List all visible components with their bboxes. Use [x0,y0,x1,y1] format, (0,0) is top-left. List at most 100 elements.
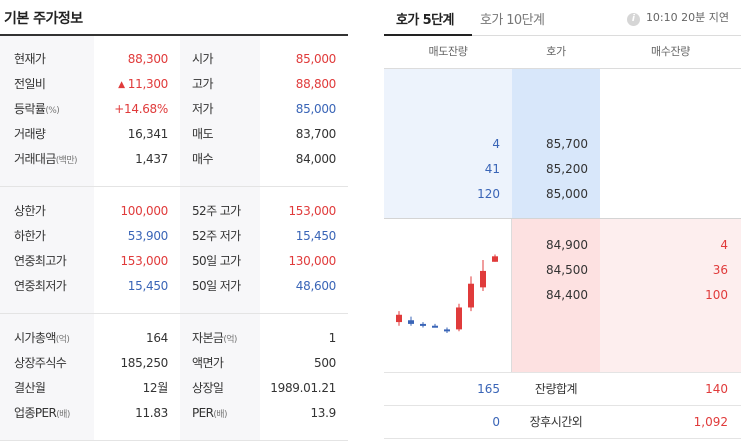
info-label: 상장주식수 [14,351,67,376]
info-row: 연중최저가 15,450 50일 저가 48,600 [0,274,348,299]
info-label: 52주 고가 [192,199,241,224]
header-bid-volume: 매수잔량 [651,45,690,58]
ask-row: 4 85,700 [384,132,741,157]
info-value-text: 16,341 [127,127,169,141]
info-value-text: 185,250 [120,356,168,370]
info-label: 연중최고가 [14,249,67,274]
header-ask-volume: 매도잔량 [428,45,468,58]
price-section [0,36,348,186]
info-row: 거래량 16,341 매도 83,700 [0,122,348,147]
info-row: 업종PER(배) 11.83 PER(배) 13.9 [0,401,348,426]
info-label: 거래량 [14,122,46,147]
info-row: 거래대금(백만) 1,437 매수 84,000 [0,147,348,172]
section-divider [0,440,348,441]
ask-volume: 4 [492,137,500,151]
info-label-unit: (배) [213,410,227,420]
info-label: 50일 저가 [192,274,241,299]
candle-body [408,320,414,324]
info-label-text: 매수 [192,152,213,166]
basic-stock-info-panel: 기본 주가정보 현재가 88,300 시가 85,000 전일비 ▲ 11,300 고가 88,… [0,0,348,448]
range-section [0,187,348,313]
info-label-unit: (%) [45,106,60,116]
info-value-text: 164 [145,331,168,345]
bid-price-area [512,219,600,372]
summary-divider [384,372,741,373]
info-label: 시가 [192,47,213,72]
info-icon[interactable]: i [626,13,640,26]
up-triangle-icon: ▲ [118,80,125,90]
info-label-text: 매도 [192,127,213,141]
info-value-text: 153,000 [120,254,168,268]
info-label-text: 상한가 [14,204,46,218]
company-section [0,314,348,440]
candle-body [432,325,438,328]
title-divider [0,34,348,36]
panel-title: 기본 주가정보 [4,11,83,27]
info-label-text: 액면가 [192,356,224,370]
info-label-text: 거래량 [14,127,46,141]
info-label: 연중최저가 [14,274,67,299]
mid-divider [384,218,741,219]
info-value-text: 88,300 [127,52,169,66]
info-value: 500 [313,356,336,370]
after-hours-label: 장후시간외 [529,415,583,429]
info-row: 연중최고가 153,000 50일 고가 130,000 [0,249,348,274]
info-row: 상장주식수 185,250 액면가 500 [0,351,348,376]
info-label: 전일비 [14,72,46,97]
info-label-text: 상장일 [192,381,224,395]
info-label: 거래대금(백만) [14,147,78,174]
info-label-text: 거래대금 [14,152,56,166]
tab-5-level[interactable]: 호가 5단계 [396,13,454,28]
orderbook-panel: 호가 5단계 호가 10단계 i 10:10 20분 지연 매도잔량 호가 매수잔… [384,0,741,448]
info-value: 153,000 [288,204,336,218]
info-row: 시가총액(억) 164 자본금(억) 1 [0,326,348,351]
info-label-unit: (배) [56,410,70,420]
info-value: 1 [328,331,337,345]
info-value-text: +14.68% [114,102,168,116]
info-value-text: 11.83 [135,406,168,420]
info-label: 시가총액(억) [14,326,70,353]
info-row: 상한가 100,000 52주 고가 153,000 [0,199,348,224]
info-label-text: 연중최고가 [14,254,67,268]
info-label: 현재가 [14,47,46,72]
tab-10-level[interactable]: 호가 10단계 [480,13,545,28]
info-label-text: 하한가 [14,229,46,243]
info-value: 164 [146,326,168,351]
ask-price: 85,200 [546,162,588,176]
total-remaining-row: 165 잔량합계 140 [384,373,741,405]
info-value: 83,700 [295,127,337,141]
info-label: 저가 [192,97,213,122]
bid-row: 84,500 36 [384,258,741,283]
mini-candle-chart [384,219,512,372]
info-value: 12월 [143,376,169,401]
bid-volume: 36 [712,263,728,277]
info-value: 13.9 [310,406,336,420]
info-label-text: 전일비 [14,77,46,91]
info-label: 업종PER(배) [14,401,70,428]
ask-price: 85,000 [546,187,588,201]
info-label-text: 결산월 [14,381,46,395]
ask-row: 41 85,200 [384,157,741,182]
info-label: 등락률(%) [14,97,60,124]
info-label-text: 등락률 [14,102,46,116]
info-label-text: 업종PER [14,406,57,420]
bid-row: 84,900 4 [384,233,741,258]
info-label-text: 시가 [192,52,213,66]
info-value: 130,000 [288,254,336,268]
info-value: 88,300 [127,47,169,72]
info-label: 매도 [192,122,213,147]
bid-price: 84,400 [546,288,588,302]
header-price: 호가 [546,45,566,58]
info-label-text: 52주 저가 [192,229,241,243]
candle-body [396,314,402,323]
info-value: 16,341 [127,122,169,147]
ask-row: 120 85,000 [384,182,741,207]
candle-body [420,323,426,326]
info-label: 액면가 [192,351,224,376]
after-hours-row: 0 장후시간외 1,092 [384,406,741,438]
bid-price: 84,900 [546,238,588,252]
bid-price: 84,500 [546,263,588,277]
info-value: 153,000 [120,249,168,274]
info-row: 전일비 ▲ 11,300 고가 88,800 [0,72,348,97]
info-label: 상한가 [14,199,46,224]
